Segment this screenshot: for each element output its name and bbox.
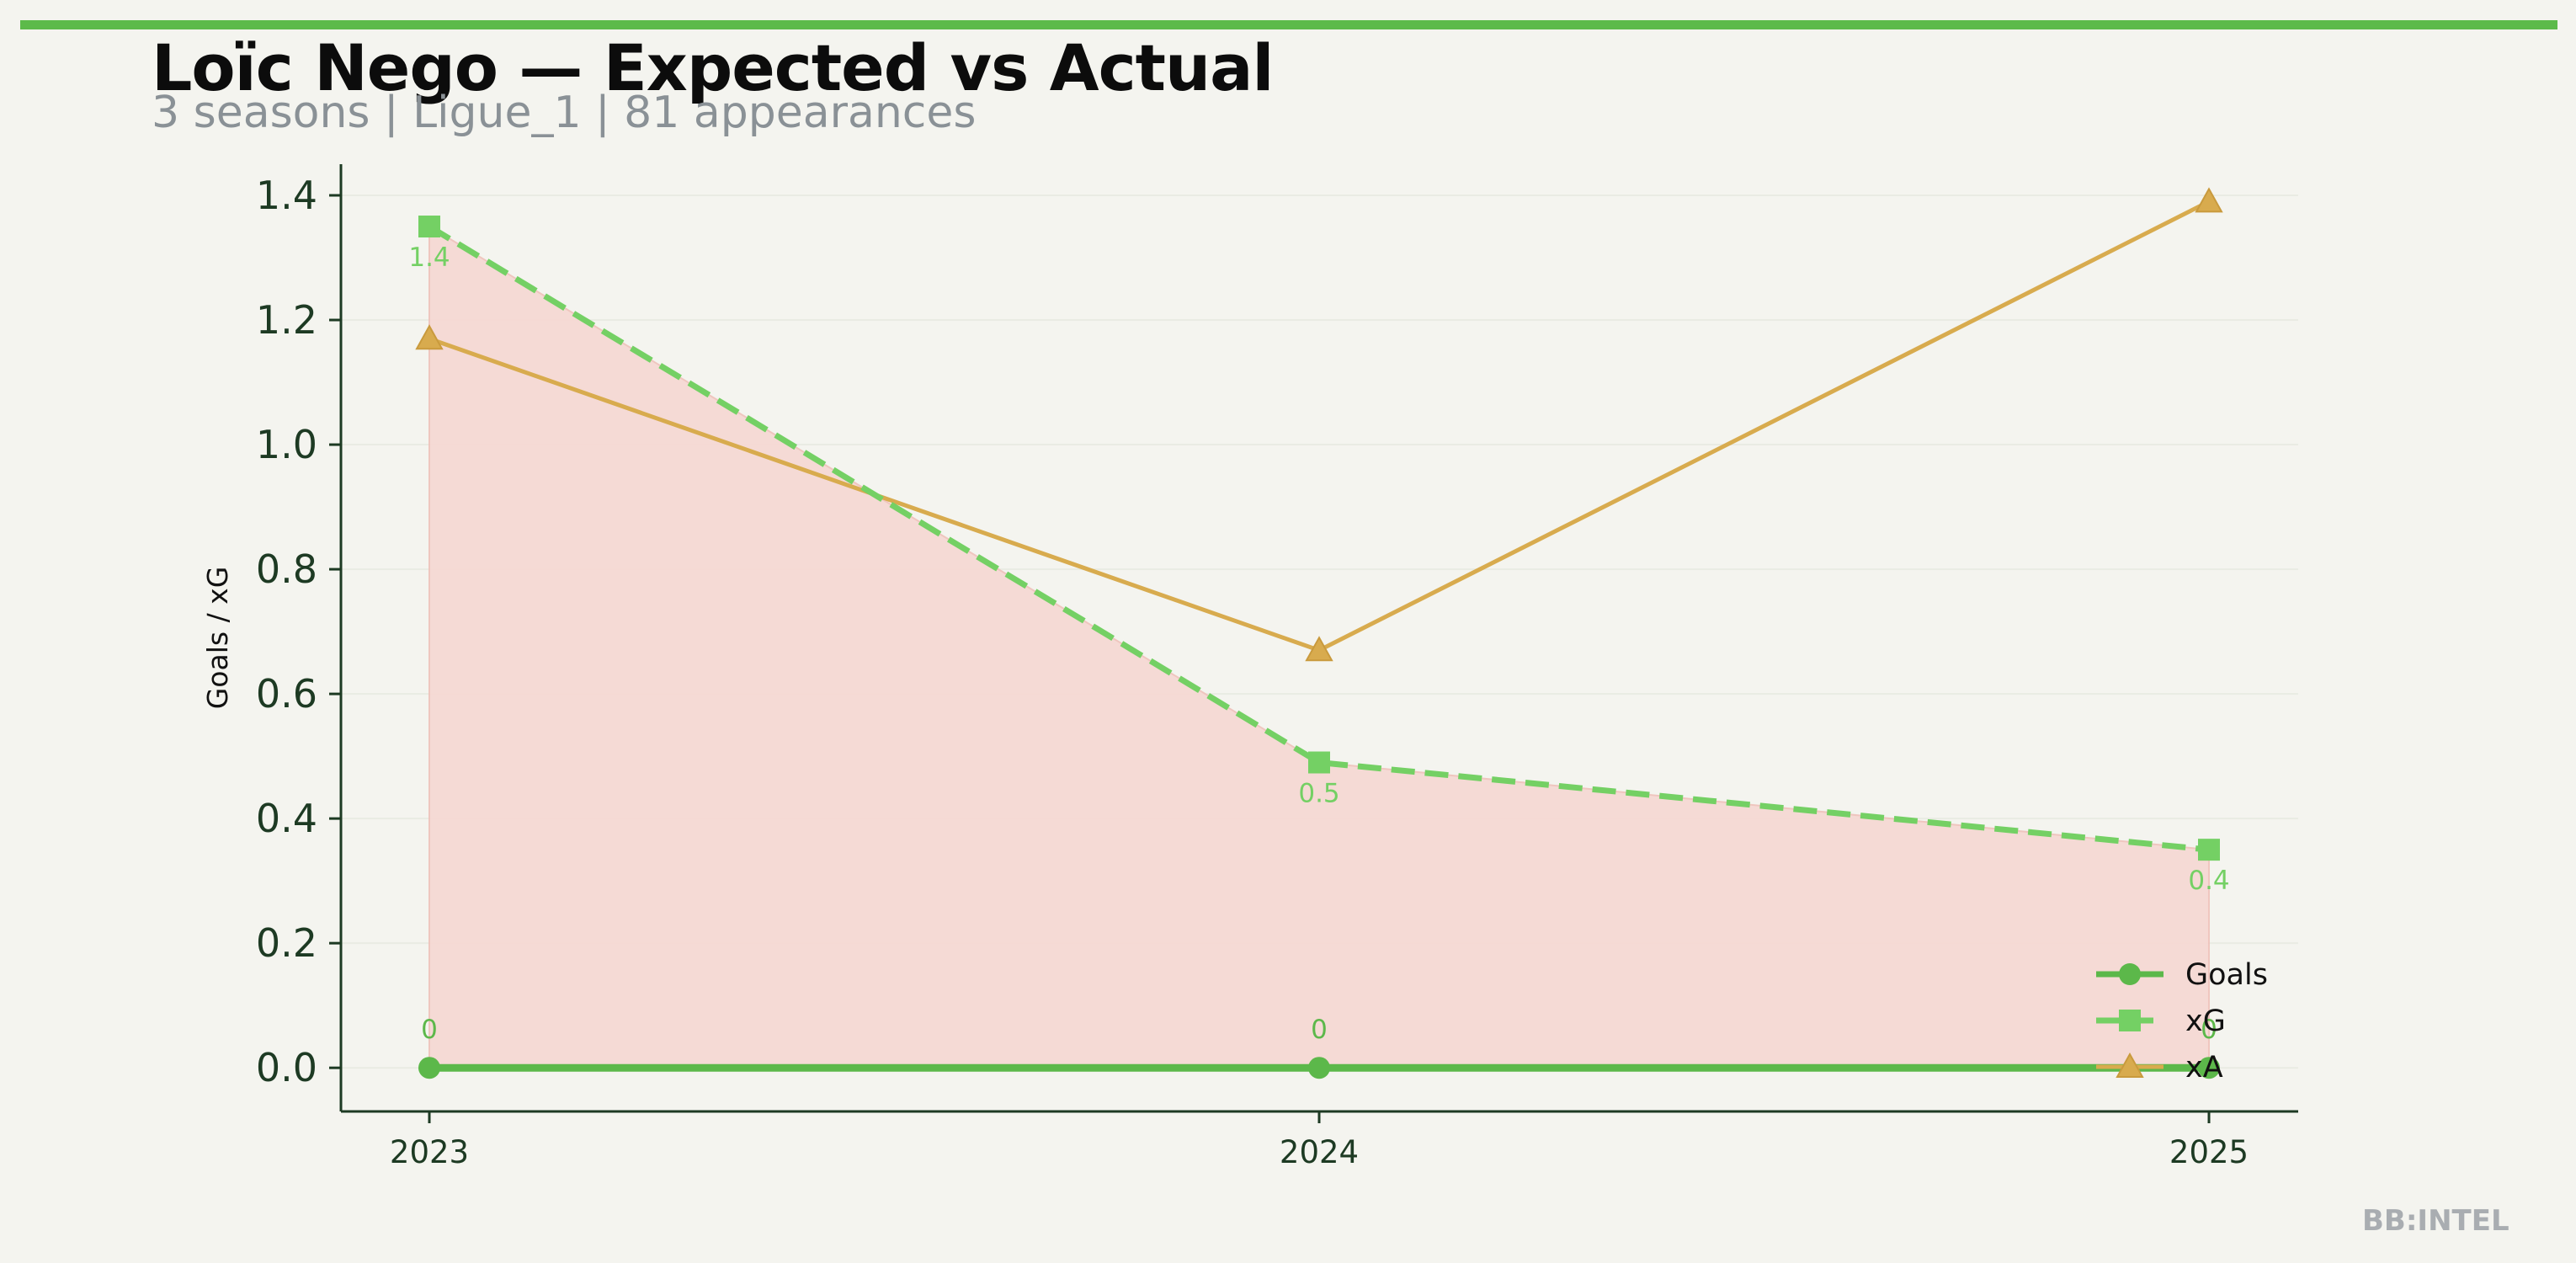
data-label-xg: 0.5 [1298,779,1339,809]
marker-xa [1305,636,1333,662]
y-tick-label: 0.0 [256,1045,317,1090]
marker-goals [1308,1057,1330,1079]
marker-goals [2198,1057,2220,1079]
marker-xg [2198,839,2220,861]
legend-marker-xg [2119,1010,2141,1031]
legend-marker-xa [2116,1052,2144,1078]
marker-goals [418,1057,440,1079]
y-tick-label: 0.8 [256,546,317,592]
y-tick-label: 1.4 [256,173,317,218]
data-labels: 0 0 0 1.4 0.5 0.4 [408,242,2229,1045]
legend-label-goals: Goals [2185,958,2268,992]
axes: 0.0 0.2 0.4 0.6 0.8 1.0 1.2 1.4 2023 2024 2025 Goal… [201,164,2298,1170]
y-tick-label: 1.0 [256,422,317,467]
x-tick-label: 2023 [390,1134,469,1170]
legend: Goals xG xA [2096,958,2268,1084]
legend-marker-goals [2119,963,2141,985]
brand-watermark: BB:INTEL [2362,1204,2509,1238]
x-tick-label: 2024 [1280,1134,1359,1170]
marker-xa [2195,187,2223,213]
legend-label-xa: xA [2185,1051,2223,1084]
y-tick-label: 0.6 [256,671,317,717]
y-axis-label: Goals / xG [201,567,234,710]
data-label-goals: 0 [421,1015,438,1045]
series-markers [415,187,2223,1079]
data-label-xg: 0.4 [2188,866,2229,896]
accent-bar [20,20,2557,29]
series-line-xg [428,224,2210,853]
y-tick-label: 0.2 [256,920,317,966]
data-label-xg: 1.4 [408,242,450,273]
marker-xa [415,324,444,350]
marker-xg [1308,751,1330,774]
chart-title: Loïc Nego — Expected vs Actual [152,30,1274,105]
y-tick-label: 1.2 [256,297,317,343]
data-label-goals: 0 [2201,1015,2217,1045]
marker-xg [418,216,440,238]
legend-label-xg: xG [2185,1005,2226,1038]
x-tick-label: 2025 [2169,1134,2249,1170]
y-tick-label: 0.4 [256,796,317,841]
chart-subtitle: 3 seasons | Ligue_1 | 81 appearances [152,88,977,138]
data-label-goals: 0 [1311,1015,1328,1045]
